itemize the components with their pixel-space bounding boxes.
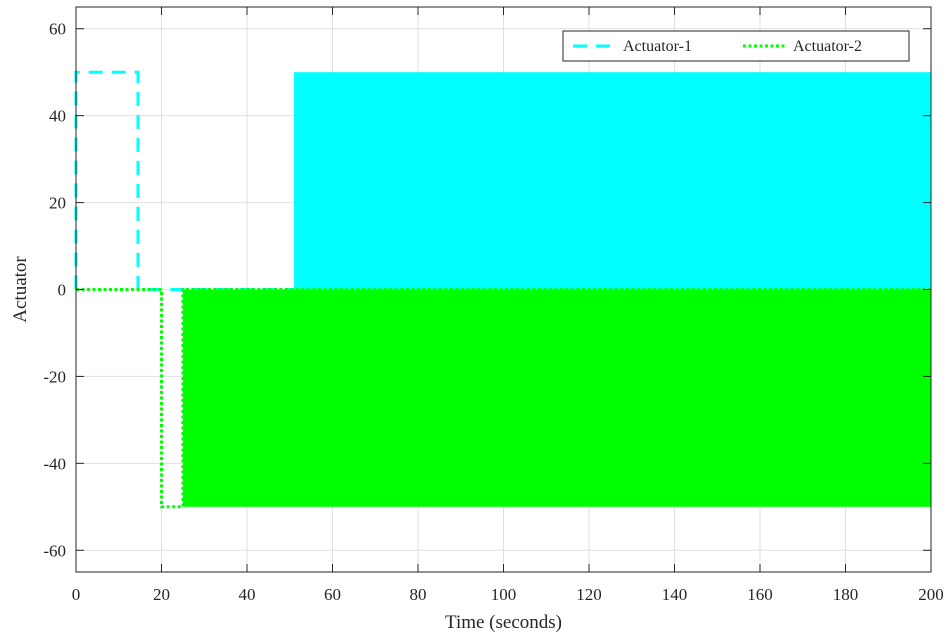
y-axis-label: Actuator [10,256,31,323]
series-line-actuator-2 [76,288,931,509]
legend-box [562,30,910,62]
x-axis-label: Time (seconds) [445,612,562,633]
x-tick-label: 140 [662,585,688,604]
series-band-actuator-1 [294,72,931,290]
x-tick-label: 80 [410,585,427,604]
legend-label-actuator-1: Actuator-1 [623,38,692,55]
series-layer [74,70,931,509]
x-tick-label: 0 [72,585,81,604]
x-tick-label: 200 [918,585,944,604]
x-tick-label: 160 [747,585,773,604]
x-tick-label: 20 [153,585,170,604]
x-tick-label: 60 [324,585,341,604]
legend: Actuator-1 Actuator-2 [562,30,910,62]
y-tick-label: -40 [43,454,66,473]
tick-labels: 0 20 40 60 80 100 120 140 160 180 200 -60 -40 -20 0 20 4… [43,20,943,604]
y-tick-label: 60 [49,20,66,39]
series-band-actuator-2 [182,289,931,507]
x-tick-label: 40 [239,585,256,604]
x-tick-label: 180 [833,585,859,604]
x-tick-label: 100 [491,585,517,604]
y-tick-label: -20 [43,367,66,386]
ticks [75,7,932,572]
y-tick-label: 0 [58,281,67,300]
x-tick-label: 120 [576,585,602,604]
y-tick-label: -60 [43,541,66,560]
legend-label-actuator-2: Actuator-2 [793,38,862,55]
y-tick-label: 40 [49,107,66,126]
y-tick-label: 20 [49,194,66,213]
